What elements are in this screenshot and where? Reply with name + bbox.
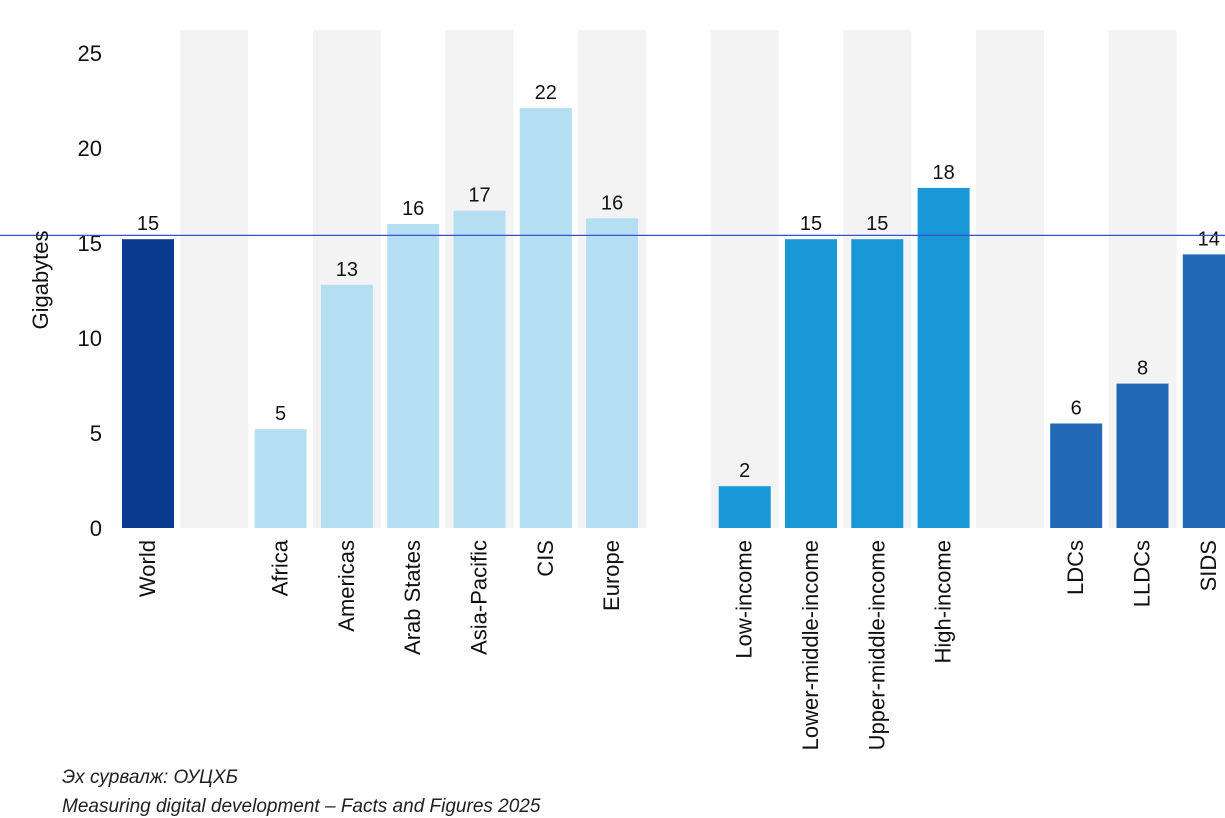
bar-low-income [718,486,771,528]
value-label-upper-middle-income: 15 [866,213,888,235]
source-line-2: Measuring digital development – Facts an… [62,796,541,817]
y-tick-label: 10 [78,326,102,351]
value-label-lower-middle-income: 15 [800,213,822,235]
category-label-lower-middle-income: Lower-middle-income [798,540,823,750]
value-label-africa: 5 [275,403,286,425]
value-label-world: 15 [137,213,159,235]
bar-arab-states [387,224,440,528]
bar-asia-pacific [453,210,506,528]
bar-lldcs [1116,383,1169,528]
y-tick-label: 15 [78,231,102,256]
y-tick-label: 20 [78,136,102,161]
bar-high-income [917,187,970,528]
bar-sids [1182,254,1225,528]
bar-americas [320,284,373,528]
category-label-americas: Americas [334,540,359,632]
value-label-ldcs: 6 [1071,398,1082,420]
bar-upper-middle-income [851,239,904,528]
y-axis: 0 5 10 15 20 25 [78,41,102,541]
category-label-asia-pacific: Asia-Pacific [467,540,492,655]
category-label-upper-middle-income: Upper-middle-income [864,540,889,750]
bar-cis [519,108,572,528]
value-label-americas: 13 [336,259,358,281]
value-label-low-income: 2 [739,460,750,482]
stripe [710,30,779,528]
bar-africa [254,429,307,528]
category-label-ldcs: LDCs [1063,540,1088,595]
source-line-1: Эх сурвалж: ОУЦХБ [62,767,239,788]
stripe [975,30,1044,528]
value-label-asia-pacific: 17 [468,185,490,207]
category-label-cis: CIS [533,540,558,577]
category-label-europe: Europe [599,540,624,611]
category-label-africa: Africa [268,539,293,596]
category-label-lldcs: LLDCs [1130,540,1155,607]
category-label-world: World [135,540,160,597]
bar-lower-middle-income [785,239,837,528]
category-label-sids: SIDS [1196,540,1221,591]
value-label-lldcs: 8 [1137,358,1148,380]
category-label-low-income: Low-income [732,540,757,659]
y-tick-label: 5 [90,421,102,446]
bar-europe [586,218,639,529]
stripe [180,30,249,528]
bar-world [122,239,174,528]
value-label-cis: 22 [535,82,557,104]
value-label-high-income: 18 [932,162,954,184]
category-label-high-income: High-income [931,540,956,664]
value-label-sids: 14 [1198,228,1220,250]
data-labels: 15 5 13 16 17 22 16 2 15 15 18 6 8 14 [137,82,1220,482]
y-tick-label: 25 [78,41,102,66]
bar-ldcs [1050,423,1103,528]
value-label-arab-states: 16 [402,198,424,220]
bars [122,108,1225,529]
y-tick-label: 0 [90,516,102,541]
y-axis-title: Gigabytes [28,230,53,329]
category-label-arab-states: Arab States [400,540,425,655]
value-label-europe: 16 [601,192,623,214]
x-axis: World Africa Americas Arab States Asia-Pacif… [135,539,1221,750]
